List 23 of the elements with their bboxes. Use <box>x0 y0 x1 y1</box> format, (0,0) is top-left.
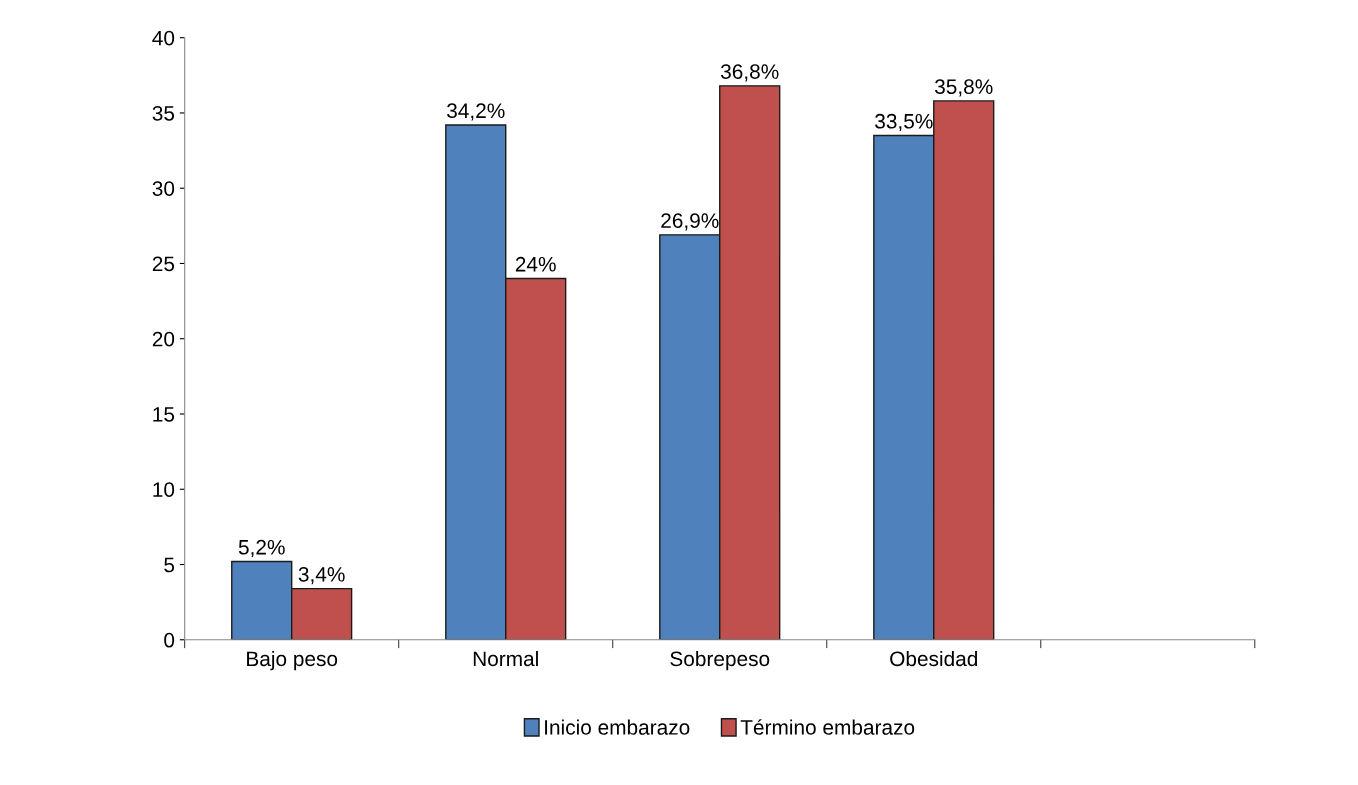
data-label: 33,5% <box>875 113 933 132</box>
y-tick-label: 15 <box>153 407 175 422</box>
y-tick-label: 5 <box>164 557 175 573</box>
y-tick-label: 40 <box>152 30 175 46</box>
data-label: 35,8% <box>934 79 993 97</box>
x-tick-label: Bajo peso <box>247 650 338 671</box>
data-label: 26,9% <box>661 213 719 231</box>
data-label: 5,2% <box>238 539 285 558</box>
data-label: 36,8% <box>720 64 779 82</box>
data-label: 24% <box>515 256 556 272</box>
data-label: 34,2% <box>447 103 505 121</box>
y-tick-label: 0 <box>164 632 175 648</box>
legend-label: Inicio embarazo <box>545 719 690 735</box>
legend-label: Término embarazo <box>740 719 915 735</box>
data-label: 3,4% <box>298 566 345 585</box>
y-tick-label: 25 <box>152 256 175 272</box>
y-tick-label: 30 <box>152 181 175 196</box>
x-tick-label: Sobrepeso <box>670 650 770 671</box>
x-tick-label: Normal <box>473 650 538 667</box>
y-tick-label: 10 <box>153 482 175 498</box>
x-tick-label: Obesidad <box>890 650 978 667</box>
y-tick-label: 35 <box>152 105 175 121</box>
y-tick-label: 20 <box>152 331 175 347</box>
